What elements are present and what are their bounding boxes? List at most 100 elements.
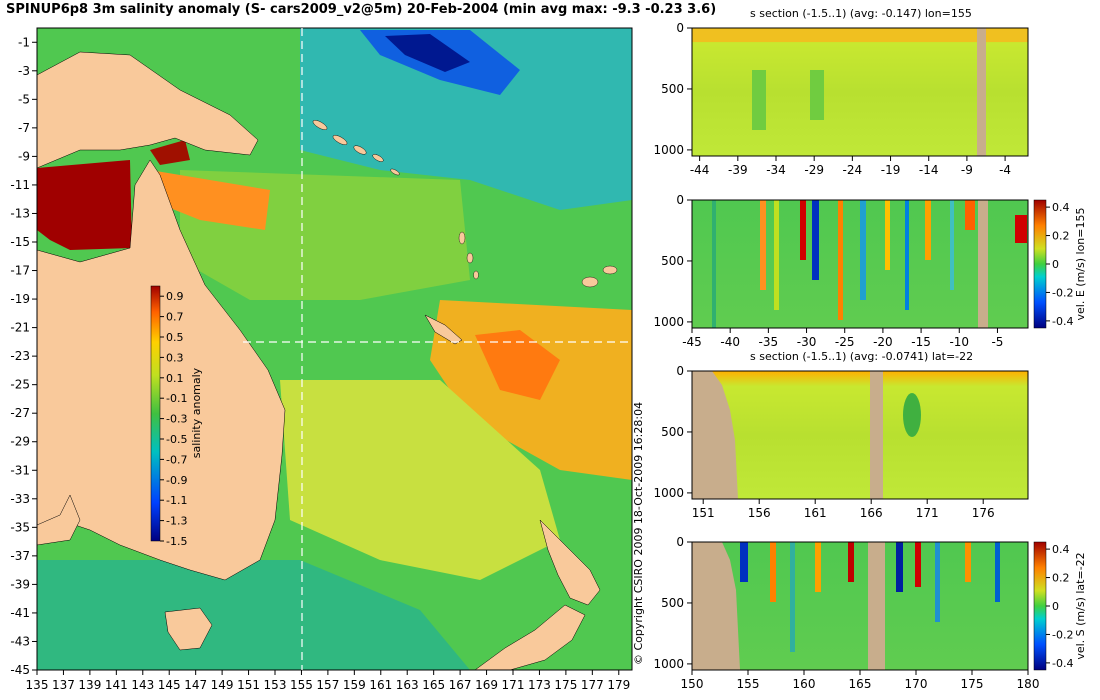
section-4-colorbar-tick-label: -0.2 <box>1052 628 1073 641</box>
land-tasmania <box>164 607 213 651</box>
map-x-tick-label: 153 <box>264 678 287 692</box>
section-1-feature-b <box>810 70 824 120</box>
section-3-y-tick-label: 500 <box>661 425 684 439</box>
section-4-colorbar-tick-label: 0 <box>1052 600 1059 613</box>
section-3-feature <box>903 393 921 437</box>
section-2-colorbar-tick-label: 0 <box>1052 258 1059 271</box>
section-1-surface-band <box>692 28 1028 42</box>
map-x-tick-label: 155 <box>290 678 313 692</box>
section-2-x-tick-label: -5 <box>991 335 1003 349</box>
section-2-colorbar-label: vel. E (m/s) lon=155 <box>1074 208 1087 321</box>
section-2-velocity-streaks <box>712 200 1027 328</box>
section-1-x-tick-label: -39 <box>728 163 748 177</box>
section-2-colorbar-tick-label: -0.4 <box>1052 315 1073 328</box>
section-3-x-tick-label: 161 <box>804 506 827 520</box>
map-x-tick-label: 139 <box>78 678 101 692</box>
map-colorbar-tick-label: -1.3 <box>166 515 187 528</box>
anomaly-north-negative <box>300 28 632 210</box>
map-colorbar-ticks: 0.9 0.7 0.5 0.3 0.1 -0.1 -0.3 -0.5 -0.7 -0.9 -1.1 -… <box>160 290 187 548</box>
section-3-x-axis: 151 156 161 166 171 176 <box>692 499 995 520</box>
section-4-colorbar-ticks: 0.4 0.2 0 -0.2 -0.4 <box>1046 543 1073 670</box>
section-4-colorbar <box>1033 541 1047 671</box>
section-4-land-shelf <box>692 542 740 670</box>
section-3-x-tick-label: 176 <box>972 506 995 520</box>
section-1-y-tick-label: 500 <box>661 82 684 96</box>
anomaly-gulf-strong-positive <box>37 160 132 250</box>
section-1-y-axis: 0 500 1000 <box>653 21 692 157</box>
section-3-x-tick-label: 156 <box>748 506 771 520</box>
section-3-field <box>692 371 1028 499</box>
map-x-tick-label: 165 <box>422 678 445 692</box>
section-4-colorbar-tick-label: 0.4 <box>1052 543 1070 556</box>
anomaly-east-strong-positive <box>475 330 560 400</box>
section-2-colorbar-tick-label: -0.2 <box>1052 286 1073 299</box>
section-2-colorbar-tick-label: 0.4 <box>1052 201 1070 214</box>
map-colorbar-tick-label: -0.3 <box>166 413 187 426</box>
section-1-x-axis: -44 -39 -34 -29 -24 -19 -14 -9 -4 <box>690 156 1011 177</box>
section-1-x-tick-label: -24 <box>843 163 863 177</box>
map-x-tick-label: 145 <box>158 678 181 692</box>
anomaly-reef-positive <box>150 170 270 230</box>
map-x-tick-label: 177 <box>581 678 604 692</box>
section-4-y-tick-label: 0 <box>676 535 684 549</box>
map-x-tick-label: 147 <box>184 678 207 692</box>
map-panel: 135 137 139 141 143 145 147 149 151 153 155 157 159 1… <box>10 27 633 692</box>
land-australia <box>36 159 286 581</box>
section-1-title: s section (-1.5..1) (avg: -0.147) lon=15… <box>750 7 972 20</box>
section-3-title: s section (-1.5..1) (avg: -0.0741) lat=-… <box>750 350 974 363</box>
section-3-land-shelf <box>692 371 738 499</box>
map-x-tick-label: 135 <box>26 678 49 692</box>
map-y-tick-label: -23 <box>10 349 30 363</box>
map-colorbar-tick-label: 0.5 <box>166 331 184 344</box>
section-1-x-tick-label: -34 <box>766 163 786 177</box>
map-y-tick-label: -5 <box>18 92 30 106</box>
section-1-field <box>692 28 1028 156</box>
map-colorbar-tick-label: 0.7 <box>166 311 184 324</box>
map-y-tick-label: -31 <box>10 463 30 477</box>
map-colorbar-tick-label: 0.1 <box>166 372 184 385</box>
section-2-y-tick-label: 500 <box>661 254 684 268</box>
map-colorbar-tick-label: -0.7 <box>166 453 187 466</box>
section-4-y-tick-label: 500 <box>661 596 684 610</box>
section-2-x-tick-label: -20 <box>873 335 893 349</box>
map-y-axis: -1 -3 -5 -7 -9 -11 -13 -15 -17 -19 -21 -23 -25 -27 -29… <box>10 35 37 677</box>
map-y-tick-label: -39 <box>10 577 30 591</box>
map-colorbar <box>150 285 161 542</box>
map-x-tick-label: 143 <box>131 678 154 692</box>
section-4-colorbar-tick-label: -0.4 <box>1052 657 1073 670</box>
map-y-tick-label: -45 <box>10 663 30 677</box>
map-x-tick-label: 141 <box>105 678 128 692</box>
section-4-land-ridge <box>868 542 885 670</box>
map-y-tick-label: -9 <box>18 149 30 163</box>
map-colorbar-tick-label: -0.9 <box>166 474 187 487</box>
section-1-feature-a <box>752 70 766 130</box>
section-3-x-tick-label: 166 <box>860 506 883 520</box>
section-1-x-tick-label: -9 <box>961 163 973 177</box>
section-2-frame <box>691 199 1029 329</box>
section-3-x-tick-label: 151 <box>692 506 715 520</box>
map-x-tick-label: 137 <box>52 678 75 692</box>
land-new-zealand-north <box>539 519 601 606</box>
map-y-tick-label: -29 <box>10 435 30 449</box>
anomaly-tasman-positive <box>280 380 560 580</box>
map-colorbar-tick-label: -0.1 <box>166 392 187 405</box>
section-2-x-tick-label: -35 <box>759 335 779 349</box>
section-4-x-tick-label: 165 <box>849 677 872 691</box>
map-frame <box>36 27 633 671</box>
map-x-tick-label: 161 <box>369 678 392 692</box>
section-1-x-tick-label: -4 <box>999 163 1011 177</box>
map-colorbar-tick-label: -1.5 <box>166 535 187 548</box>
section-2-x-tick-label: -10 <box>949 335 969 349</box>
section-1-y-tick-label: 1000 <box>653 143 684 157</box>
map-y-tick-label: -11 <box>10 178 30 192</box>
section-2-land <box>978 200 988 328</box>
section-4-x-tick-label: 170 <box>905 677 928 691</box>
section-2-x-tick-label: -30 <box>797 335 817 349</box>
map-colorbar-tick-label: -0.5 <box>166 433 187 446</box>
map-x-tick-label: 149 <box>211 678 234 692</box>
map-colorbar-tick-label: 0.9 <box>166 290 184 303</box>
section-4-y-tick-label: 1000 <box>653 657 684 671</box>
section-1-y-tick-label: 0 <box>676 21 684 35</box>
